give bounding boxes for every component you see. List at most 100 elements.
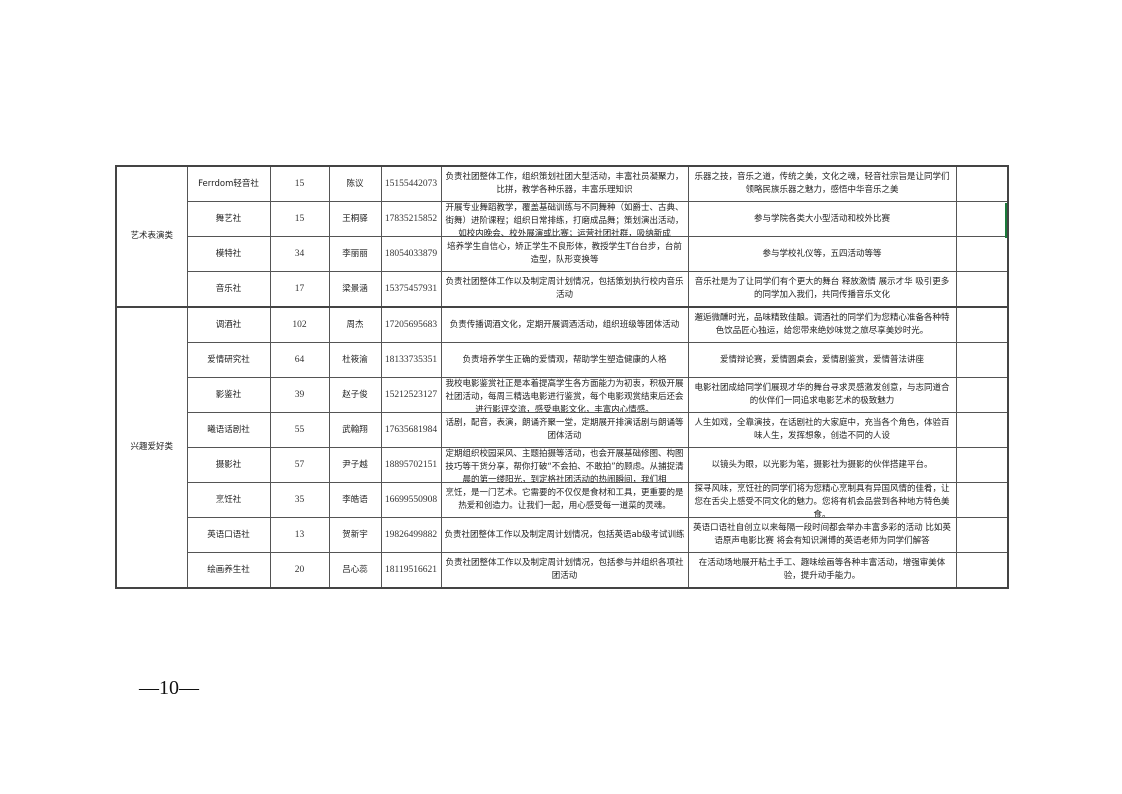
note-cell [955,517,1009,553]
club-cell: 爱情研究社 [186,342,271,378]
duty-cell: 话剧，配音，表演，朗诵齐聚一堂，定期展开排演话剧与朗诵等团体活动 [440,412,689,448]
leader-text: 吕心蕊 [342,564,368,575]
club-cell: 英语口语社 [186,517,271,553]
activity-cell: 电影社团成给同学们展现才华的舞台寻求灵感激发创意，与志同道合的伙伴们一同追求电影… [687,377,957,413]
members-cell: 39 [269,377,330,413]
phone-cell: 18054033879 [380,236,442,272]
club-cell: 摄影社 [186,447,271,483]
leader-cell: 李皓语 [328,482,382,518]
activity-text: 电影社团成给同学们展现才华的舞台寻求灵感激发创意，与志同道合的伙伴们一同追求电影… [694,383,950,406]
phone-cell: 18895702151 [380,447,442,483]
members-cell: 20 [269,552,330,589]
duty-cell: 烹饪，是一门艺术。它需要的不仅仅是食材和工具，更重要的是热爱和创造力。让我们一起… [440,482,689,518]
table-row: 音乐社 17 梁景涵 15375457931 负责社团整体工作以及制定周计划情况，包括策… [116,271,1009,308]
club-cell: 影鉴社 [186,377,271,413]
activity-text: 探寻风味，烹饪社的同学们将为您精心烹制具有异国风情的佳肴，让您在舌尖上感受不同文… [694,484,950,517]
phone-text: 19826499882 [384,529,438,540]
leader-text: 赵子俊 [342,389,368,400]
leader-text: 周杰 [346,319,364,330]
phone-cell: 16699550908 [380,482,442,518]
phone-cell: 15212523127 [380,377,442,413]
members-cell: 13 [269,517,330,553]
club-cell: 模特社 [186,236,271,272]
category-cell: 艺术表演类 [115,165,188,308]
phone-text: 18133735351 [384,354,438,365]
club-text: 模特社 [215,248,242,259]
duty-text: 负责传播调酒文化，定期开展调酒活动，组织班级等团体活动 [449,319,680,330]
leader-cell: 周杰 [328,306,382,343]
members-cell: 57 [269,447,330,483]
phone-text: 18119516621 [385,564,437,575]
leader-cell: 武翰翔 [328,412,382,448]
club-cell: 绘画养生社 [186,552,271,589]
note-cell [955,412,1009,448]
phone-text: 15155442073 [384,178,438,189]
leader-text: 杜筱渝 [342,354,368,365]
activity-text: 以镜头为眼，以光影为笔，摄影社为摄影的伙伴搭建平台。 [711,459,933,470]
category-cell: 兴趣爱好类 [115,306,188,589]
members-text: 17 [294,283,305,294]
phone-cell: 18133735351 [380,342,442,378]
note-cell [955,201,1009,237]
activity-text: 参与学校礼仪等，五四活动等等 [762,248,882,259]
cell-selection-marker [1005,203,1007,238]
club-text: 烹饪社 [215,494,242,505]
members-cell: 64 [269,342,330,378]
leader-cell: 尹子越 [328,447,382,483]
table-row: 舞艺社 15 王桐驿 17835215852 开展专业舞蹈教学，覆盖基础训练与不同舞种（… [116,201,1009,237]
phone-cell: 17635681984 [380,412,442,448]
activity-cell: 在活动场地展开粘土手工、趣味绘画等各种丰富活动，增强审美体验，提升动手能力。 [687,552,957,589]
club-cell: Ferrdom轻音社 [186,165,271,202]
phone-cell: 17835215852 [380,201,442,237]
phone-cell: 15155442073 [380,165,442,202]
activity-text: 乐器之技，音乐之道，传统之美，文化之魂，轻音社宗旨是让同学们领略民族乐器之魅力，… [694,172,950,195]
club-cell: 舞艺社 [186,201,271,237]
table-row: 爱情研究社 64 杜筱渝 18133735351 负责培养学生正确的爱情观，帮助学生塑造… [116,342,1009,378]
members-text: 102 [292,319,307,330]
activity-cell: 邂逅微醺时光，品味精致佳酿。调酒社的同学们为您精心准备各种特色饮品匠心独运，给您… [687,306,957,343]
phone-cell: 15375457931 [380,271,442,308]
members-text: 15 [294,213,305,224]
duty-cell: 负责社团整体工作以及制定周计划情况，包括英语ab级考试训练 [440,517,689,553]
members-text: 35 [294,494,305,505]
note-cell [955,165,1009,202]
phone-text: 16699550908 [384,494,438,505]
activity-text: 邂逅微醺时光，品味精致佳酿。调酒社的同学们为您精心准备各种特色饮品匠心独运，给您… [694,313,950,336]
table-row: 摄影社 57 尹子越 18895702151 定期组织校园采风、主题拍摄等活动，也会开展… [116,447,1009,483]
table-row: 绘画养生社 20 吕心蕊 18119516621 负责社团整体工作以及制定周计划情况，包… [116,552,1009,589]
leader-cell: 杜筱渝 [328,342,382,378]
club-text: 曦语话剧社 [207,424,250,435]
leader-text: 尹子越 [342,459,368,470]
leader-text: 李丽丽 [342,248,368,259]
club-text: 音乐社 [215,283,242,294]
members-text: 39 [294,389,305,400]
duty-text: 话剧，配音，表演，朗诵齐聚一堂，定期展开排演话剧与朗诵等团体活动 [445,418,684,441]
activity-cell: 参与学校礼仪等，五四活动等等 [687,236,957,272]
activity-cell: 乐器之技，音乐之道，传统之美，文化之魂，轻音社宗旨是让同学们领略民族乐器之魅力，… [687,165,957,202]
club-cell: 烹饪社 [186,482,271,518]
table-row: 烹饪社 35 李皓语 16699550908 烹饪，是一门艺术。它需要的不仅仅是食材和工… [116,482,1009,518]
members-text: 34 [294,248,305,259]
club-text: Ferrdom轻音社 [198,178,259,189]
leader-text: 梁景涵 [342,283,368,294]
table-row: 艺术表演类 Ferrdom轻音社 15 陈议 15155442073 负责社团整体工作，组… [115,165,1009,308]
leader-cell: 陈议 [328,165,382,202]
club-text: 舞艺社 [215,213,242,224]
duty-text: 烹饪，是一门艺术。它需要的不仅仅是食材和工具，更重要的是热爱和创造力。让我们一起… [445,488,684,511]
table-row: 兴趣爱好类 调酒社 102 周杰 17205695683 负责传播调酒文化，定期开展调酒活… [115,306,1009,589]
club-cell: 音乐社 [186,271,271,308]
activity-text: 音乐社是为了让同学们有个更大的舞台 释放激情 展示才华 吸引更多的同学加入我们，… [694,277,950,300]
members-text: 13 [294,529,305,540]
duty-text: 负责社团整体工作，组织策划社团大型活动，丰富社员凝聚力，比拼，教学各种乐器，丰富… [445,172,684,195]
activity-text: 人生如戏，全靠演技，在话剧社的大家庭中，充当各个角色，体验百味人生，发挥想象，创… [694,418,950,441]
table-row: 英语口语社 13 贺新宇 19826499882 负责社团整体工作以及制定周计划情况，包… [116,517,1009,553]
phone-cell: 17205695683 [380,306,442,343]
activity-text: 爱情辩论赛，爱情圆桌会，爱情剧鉴赏，爱情普法讲座 [719,354,924,365]
duty-text: 培养学生自信心，矫正学生不良形体，教授学生T台台步，台前造型，队形变换等 [447,242,682,265]
phone-cell: 18119516621 [380,552,442,589]
members-text: 20 [294,564,305,575]
club-text: 摄影社 [215,459,242,470]
leader-cell: 赵子俊 [328,377,382,413]
duty-text: 开展专业舞蹈教学，覆盖基础训练与不同舞种（如爵士、古典、街舞）进阶课程；组织日常… [445,203,684,236]
leader-text: 王桐驿 [342,213,368,224]
